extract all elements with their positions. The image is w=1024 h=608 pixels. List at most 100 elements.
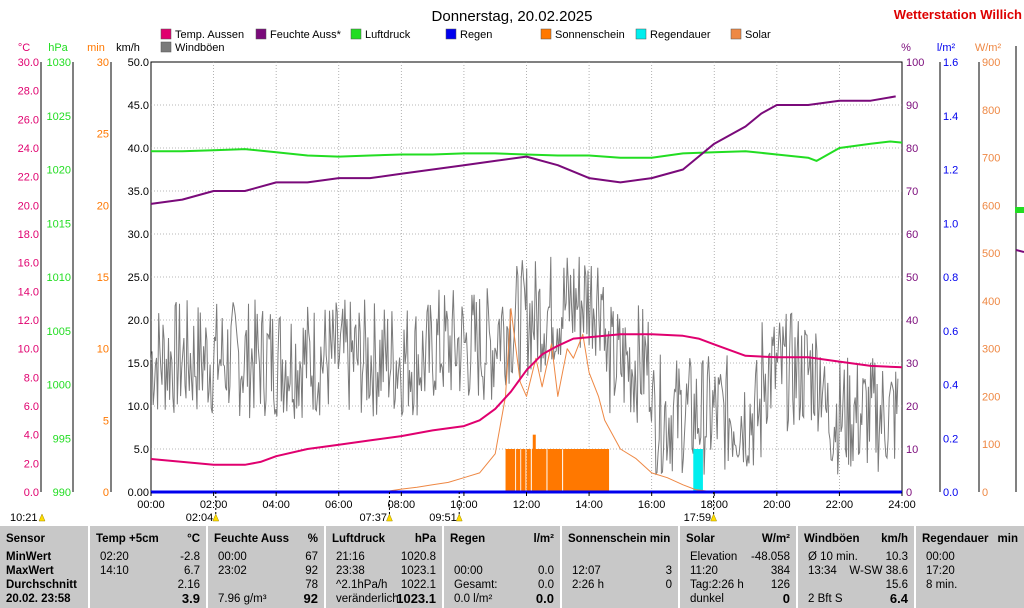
axis-tick-label-temp: 20.0: [18, 200, 39, 212]
sunshine-bar: [516, 449, 521, 492]
summary-cell-label: 02:20: [100, 551, 129, 563]
summary-unit: W/m²: [761, 533, 790, 545]
summary-cell-value: 92: [305, 565, 318, 577]
summary-row-label: 20.02. 23:58: [6, 593, 71, 605]
legend-label-pressure: Luftdruck: [365, 29, 411, 41]
axis-tick-label-rain: 0.4: [943, 380, 958, 392]
bar-series: [505, 434, 703, 492]
event-marker-label: 07:37: [359, 512, 387, 524]
summary-cell-value: W-SW 38.6: [849, 565, 908, 577]
axis-tick-label-solar: 0: [982, 487, 988, 499]
axis-tick-label-temp: 14.0: [18, 286, 39, 298]
axis-tick-label-solar: 800: [982, 105, 1000, 117]
summary-cell-value: -2.8: [180, 551, 200, 563]
axis-tick-label-sunshine: 30: [97, 57, 109, 69]
legend-label-sunshine: Sonnenschein: [555, 29, 625, 41]
axis-tick-label-humidity: 80: [906, 143, 918, 155]
left-axes: °C 0.0 2.0 4.0 6.0 8.0 10.0 12.0 14.0 16.0 18.0 20.…: [18, 42, 149, 499]
legend-label-temp: Temp. Aussen: [175, 29, 244, 41]
axis-tick-label-rain: 1.4: [943, 111, 958, 123]
axis-tick-label-gust: 20.0: [128, 315, 149, 327]
summary-cell-label: 00:00: [218, 551, 247, 563]
summary-cell-label: 17:20: [926, 565, 955, 577]
summary-row-label: Durchschnitt: [6, 579, 77, 591]
legend-label-gust: Windböen: [175, 42, 225, 54]
axis-tick-label-pressure: 1030: [47, 57, 71, 69]
summary-cell-label: Elevation: [690, 551, 738, 563]
pressure-line: [151, 140, 903, 162]
humidity-line: [150, 95, 896, 205]
axis-tick-label-gust: 50.0: [128, 57, 149, 69]
axis-tick-label-humidity: 50: [906, 272, 918, 284]
x-tick-label: 24:00: [888, 499, 916, 511]
summary-header: Solar: [686, 533, 715, 545]
legend-swatch-solar: [730, 28, 742, 40]
sun-marker-icon: [38, 513, 46, 522]
x-tick-label: 02:00: [200, 499, 228, 511]
axis-tick-label-pressure: 1025: [47, 111, 71, 123]
summary-cell-value: 126: [770, 579, 790, 591]
summary-header: Regendauer: [922, 533, 989, 545]
sunshine-bar: [505, 449, 516, 492]
axis-tick-label-sunshine: 25: [97, 129, 109, 141]
x-tick-label: 00:00: [137, 499, 165, 511]
summary-cell-label: dunkel: [690, 593, 724, 605]
axis-unit-solar: W/m²: [975, 42, 1002, 54]
x-tick-label: 04:00: [262, 499, 290, 511]
axis-tick-label-gust: 10.0: [128, 401, 149, 413]
axis-tick-label-solar: 700: [982, 153, 1000, 165]
summary-cell-label: 2:26 h: [572, 579, 604, 591]
summary-cell-value: 1020.8: [400, 551, 436, 563]
summary-header: Feuchte Auss: [214, 533, 289, 545]
axis-unit-humidity: %: [901, 42, 911, 54]
sun-marker-icon: [710, 513, 718, 522]
event-marker-label: 10:21: [10, 512, 38, 524]
summary-header: Sonnenschein min: [568, 533, 671, 545]
axis-tick-label-gust: 25.0: [128, 272, 149, 284]
legend-label-rain_duration: Regendauer: [650, 29, 711, 41]
axis-unit-pressure: hPa: [48, 42, 68, 54]
summary-col-solar: Solar W/m² Elevation -48.058 11:20 384 Tag:2:2…: [678, 526, 796, 608]
axis-tick-label-rain: 0.2: [943, 433, 958, 445]
axis-unit-rain: l/m²: [937, 42, 956, 54]
axis-tick-label-temp: 24.0: [18, 143, 39, 155]
summary-cell-label: 11:20: [690, 565, 718, 577]
right-edge-fragment: [1015, 46, 1024, 492]
summary-cell-label: Ø 10 min.: [808, 551, 858, 563]
summary-unit: %: [307, 533, 318, 545]
summary-table: Sensor MinWert MaxWert Durchschnitt 20.02. 2…: [0, 526, 1024, 608]
axis-tick-label-solar: 100: [982, 439, 1000, 451]
summary-header: Regen: [450, 533, 486, 545]
summary-col-sunshine: Sonnenschein min 12:07 3 2:26 h 0: [560, 526, 678, 608]
chart-title: Donnerstag, 20.02.2025: [432, 8, 593, 25]
axis-tick-label-sunshine: 0: [103, 487, 109, 499]
legend-swatch-gust: [160, 41, 172, 53]
summary-cell-label: 14:10: [100, 565, 129, 577]
axis-tick-label-rain: 1.0: [943, 218, 958, 230]
axis-tick-label-temp: 0.0: [24, 487, 39, 499]
chart-legend: Temp. Aussen Feuchte Auss* Luftdruck Regen S…: [160, 28, 771, 54]
summary-col-sensor: Sensor MinWert MaxWert Durchschnitt 20.02. 2…: [0, 526, 88, 608]
axis-tick-label-pressure: 1010: [47, 272, 71, 284]
axis-unit-temp: °C: [18, 42, 30, 54]
axis-tick-label-sunshine: 5: [103, 415, 109, 427]
gust-line: [150, 256, 899, 476]
axis-tick-label-humidity: 60: [906, 229, 918, 241]
legend-label-solar: Solar: [745, 29, 771, 41]
station-name: Wetterstation Willich: [894, 7, 1022, 22]
axis-tick-label-gust: 15.0: [128, 358, 149, 370]
axis-tick-label-solar: 500: [982, 248, 1000, 260]
summary-cell-value: 6.7: [184, 565, 200, 577]
weather-chart: Donnerstag, 20.02.2025 Wetterstation Wil…: [10, 7, 1024, 524]
axis-tick-label-rain: 0.6: [943, 326, 958, 338]
x-axis: 00:00 02:00 04:00 06:00 08:00 10:00 12:00 14:00…: [137, 492, 916, 511]
right-axes: % 0 10 20 30 40 50 60 70 80 90 100 l/m² 0.0 0.2 0.4 0.6 0…: [901, 42, 1001, 499]
summary-cell-value: 67: [305, 551, 318, 563]
axis-tick-label-temp: 30.0: [18, 57, 39, 69]
summary-cell-label: 8 min.: [926, 579, 958, 591]
axis-tick-label-solar: 600: [982, 200, 1000, 212]
axis-tick-label-gust: 45.0: [128, 100, 149, 112]
summary-cell-value: 3: [665, 565, 672, 577]
sunshine-bar: [532, 434, 536, 492]
summary-header: Windböen: [804, 533, 860, 545]
